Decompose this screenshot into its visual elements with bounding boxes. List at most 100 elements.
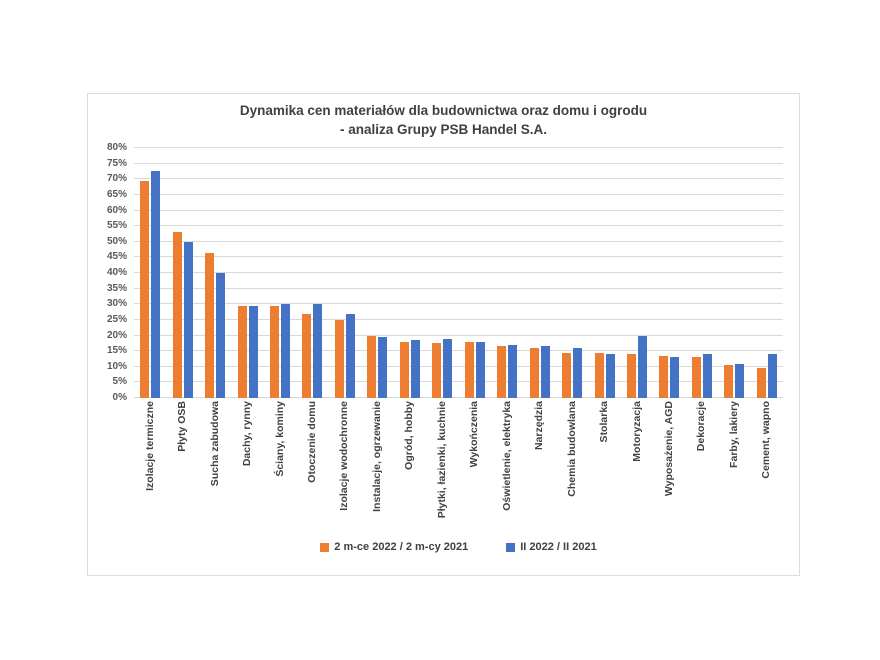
bar	[345, 313, 355, 398]
y-tick-label: 65%	[106, 188, 127, 200]
bar	[151, 171, 161, 398]
y-tick-label: 45%	[106, 251, 127, 263]
gridline-70%	[134, 178, 783, 180]
x-axis-label-cell: Izolacje wodochronne	[329, 401, 361, 535]
x-axis-label: Dekoracje	[695, 401, 708, 452]
y-tick-label: 15%	[106, 345, 127, 357]
bar-group	[718, 148, 750, 398]
x-axis-label: Ściany, kominy	[273, 401, 286, 477]
y-tick-label: 60%	[106, 204, 127, 216]
x-axis-label-cell: Sucha zabudowa	[199, 401, 231, 535]
x-axis-label-cell: Stolarka	[588, 401, 620, 535]
x-axis-label: Chemia budowlana	[565, 401, 578, 497]
bar	[756, 368, 766, 398]
x-axis-label: Izolacje termiczne	[143, 401, 156, 491]
bar	[475, 341, 485, 398]
gridline-55%	[134, 225, 783, 227]
bar	[313, 304, 323, 398]
bar	[399, 341, 409, 398]
x-axis-label-cell: Farby, lakiery	[718, 401, 750, 535]
bar	[497, 346, 507, 398]
bar-group	[751, 148, 783, 398]
x-axis-label-cell: Ściany, kominy	[264, 401, 296, 535]
x-axis-label: Stolarka	[598, 401, 611, 443]
bar-group	[523, 148, 555, 398]
gridline-35%	[134, 287, 783, 289]
bar	[248, 305, 258, 398]
legend-swatch-icon	[320, 542, 330, 552]
y-tick-label: 30%	[106, 298, 127, 310]
bar	[605, 354, 615, 398]
bar-chart: Dynamika cen materiałów dla budownictwa …	[87, 93, 800, 576]
gridline-20%	[134, 334, 783, 336]
y-tick-label: 35%	[106, 282, 127, 294]
bar	[334, 319, 344, 398]
y-tick-label: 0%	[112, 392, 127, 403]
bar-group	[166, 148, 198, 398]
bar-group	[264, 148, 296, 398]
x-axis-label: Ogród, hobby	[403, 401, 416, 470]
gridline-50%	[134, 240, 783, 242]
x-axis-label: Cement, wapno	[760, 401, 773, 479]
chart-title-line-2: - analiza Grupy PSB Handel S.A.	[339, 122, 548, 137]
x-axis-label-cell: Wyposażenie, AGD	[653, 401, 685, 535]
x-axis-label: Płyty OSB	[176, 401, 189, 452]
bar-group	[394, 148, 426, 398]
legend: 2 m-ce 2022 / 2 m-cy 2021 II 2022 / II 20…	[134, 541, 783, 553]
x-axis-label-cell: Cement, wapno	[751, 401, 783, 535]
y-tick-label: 5%	[112, 376, 127, 388]
bar-group	[361, 148, 393, 398]
gridline-10%	[134, 365, 783, 367]
plot-row: 0% 5% 10% 15% 20% 25% 30% 35% 40% 45% 50% 55% 60% 65%…	[88, 143, 799, 403]
bar	[172, 232, 182, 398]
bar	[378, 337, 388, 398]
plot-area	[134, 147, 783, 398]
bar-group	[426, 148, 458, 398]
x-axis-label: Narzędzia	[533, 401, 546, 451]
bar	[140, 180, 150, 398]
x-axis-label: Wyposażenie, AGD	[662, 401, 675, 497]
y-tick-label: 75%	[106, 157, 127, 169]
x-axis-label-cell: Dekoracje	[686, 401, 718, 535]
bar-group	[686, 148, 718, 398]
y-tick-label: 70%	[106, 173, 127, 185]
x-axis-label: Otoczenie domu	[305, 401, 318, 483]
chart-title: Dynamika cen materiałów dla budownictwa …	[88, 101, 799, 139]
bar	[302, 313, 312, 398]
bar-group	[199, 148, 231, 398]
legend-item: II 2022 / II 2021	[506, 541, 597, 553]
bar	[508, 344, 518, 398]
x-axis-label-cell: Izolacje termiczne	[134, 401, 166, 535]
bar	[464, 341, 474, 398]
bar	[270, 305, 280, 398]
chart-title-line-1: Dynamika cen materiałów dla budownictwa …	[239, 103, 648, 118]
bar-groups	[134, 148, 783, 398]
bar-group	[296, 148, 328, 398]
x-axis-label-cell: Chemia budowlana	[556, 401, 588, 535]
x-axis-label-cell: Płyty OSB	[166, 401, 198, 535]
bar	[767, 354, 777, 398]
gridline-15%	[134, 350, 783, 352]
x-axis-label: Wykończenia	[468, 401, 481, 468]
gridline-30%	[134, 303, 783, 305]
bar	[237, 305, 247, 398]
x-axis-label-cell: Płytki, łazienki, kuchnie	[426, 401, 458, 535]
bar	[529, 348, 539, 398]
gridline-65%	[134, 193, 783, 195]
bar	[659, 355, 669, 398]
x-axis-labels: Izolacje termiczne Płyty OSB Sucha zabudow…	[134, 398, 783, 535]
x-axis-label: Oświetlenie, elektryka	[500, 401, 513, 511]
gridline-40%	[134, 272, 783, 273]
x-axis-label: Izolacje wodochronne	[338, 401, 351, 511]
bar	[627, 354, 637, 398]
bar	[724, 365, 734, 398]
legend-label: 2 m-ce 2022 / 2 m-cy 2021	[334, 541, 469, 553]
x-axis-label: Instalacje, ogrzewanie	[370, 401, 383, 512]
bar-group	[491, 148, 523, 398]
x-axis-label: Sucha zabudowa	[208, 401, 221, 487]
y-tick-label: 80%	[106, 142, 127, 153]
bar	[281, 304, 291, 398]
legend-swatch-icon	[506, 542, 516, 552]
y-axis: 0% 5% 10% 15% 20% 25% 30% 35% 40% 45% 50% 55% 60% 65%…	[88, 143, 134, 403]
